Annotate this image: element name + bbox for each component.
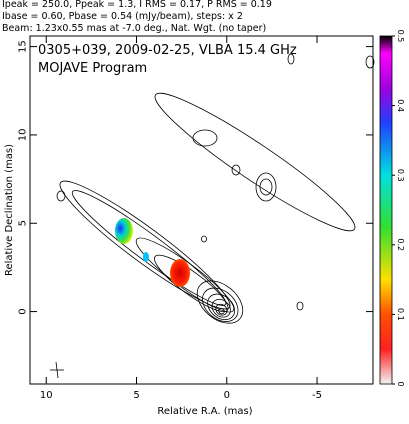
contours <box>56 53 375 324</box>
header-line: Beam: 1.23x0.55 mas at -7.0 deg., Nat. W… <box>2 23 266 34</box>
colorbar-tick-label: 0.1 <box>396 308 405 321</box>
header-line: Ipeak = 250.0, Ppeak = 1.3, I RMS = 0.17… <box>2 0 272 10</box>
polarization-blob <box>115 218 133 244</box>
y-tick-label: 5 <box>18 220 29 226</box>
x-tick-label: 10 <box>40 390 53 401</box>
colorbar-tick-label: 0.5 <box>396 30 405 43</box>
x-axis-label: Relative R.A. (mas) <box>157 406 252 417</box>
polarization-blob <box>170 259 190 287</box>
header-line: Ibase = 0.60, Pbase = 0.54 (mJy/beam), s… <box>2 11 243 22</box>
y-tick-label: 0 <box>18 308 29 314</box>
polarization-blob <box>143 252 149 262</box>
colorbar-tick-label: 0 <box>396 381 405 386</box>
x-tick-label: 5 <box>133 390 139 401</box>
y-tick-label: 10 <box>18 129 29 142</box>
colorbar-tick-label: 0.4 <box>396 99 405 112</box>
beam-marker <box>50 361 64 379</box>
colorbar <box>379 35 393 385</box>
colorbar-tick-label: 0.3 <box>396 169 405 182</box>
plot-frame <box>29 35 374 385</box>
plot-title: 0305+039, 2009-02-25, VLBA 15.4 GHz <box>38 43 297 58</box>
x-tick-label: 0 <box>224 390 230 401</box>
y-tick-label: 15 <box>18 40 29 53</box>
y-axis-label: Relative Declination (mas) <box>4 144 15 276</box>
colorbar-tick-label: 0.2 <box>396 238 405 251</box>
plot-subtitle: MOJAVE Program <box>38 61 147 76</box>
x-tick-label: -5 <box>312 390 322 401</box>
